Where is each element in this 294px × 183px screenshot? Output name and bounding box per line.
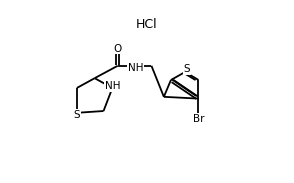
Text: S: S [74,110,80,119]
Text: NH: NH [105,81,120,91]
Text: NH: NH [128,63,143,72]
Text: O: O [113,44,122,54]
Text: HCl: HCl [136,18,158,31]
Text: S: S [184,64,190,74]
Text: Br: Br [193,114,204,124]
